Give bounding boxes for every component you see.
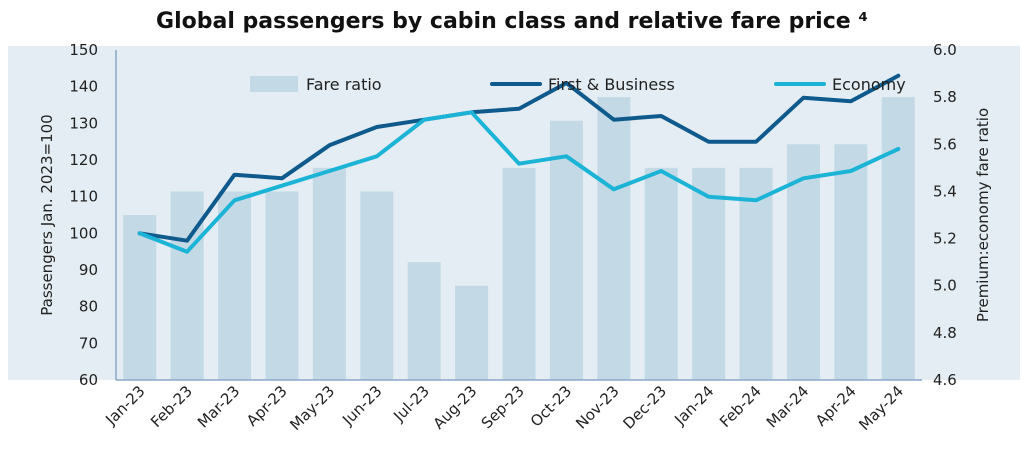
x-tick-label: Nov-23 — [572, 382, 622, 432]
right-tick-label: 4.8 — [933, 324, 957, 342]
left-tick-label: 140 — [69, 78, 98, 96]
left-tick-label: 130 — [69, 114, 98, 132]
left-tick-labels: 60 70 80 90 100 110 120 130 140 150 — [69, 41, 98, 389]
x-tick-label: Oct-23 — [527, 382, 575, 430]
legend-label: Economy — [832, 75, 906, 94]
x-tick-label: Jan-23 — [101, 382, 148, 429]
x-tick-label: May-23 — [286, 382, 338, 434]
right-tick-labels: 4.6 4.8 5.0 5.2 5.4 5.6 5.8 6.0 — [933, 41, 957, 389]
fare-ratio-bar-apr-23 — [265, 191, 299, 380]
x-tick-label: Apr-23 — [243, 382, 291, 430]
legend-label: First & Business — [548, 75, 675, 94]
x-tick-label: Dec-23 — [619, 382, 670, 433]
fare-ratio-bar-feb-23 — [170, 191, 204, 380]
y-axis-right-title: Premium:economy fare ratio — [974, 108, 992, 322]
right-tick-label: 5.2 — [933, 230, 957, 248]
fare-ratio-bar-dec-23 — [644, 167, 678, 380]
right-tick-label: 6.0 — [933, 41, 957, 59]
legend: Fare ratio First & Business Economy — [250, 75, 906, 94]
x-tick-label: Mar-24 — [763, 382, 812, 431]
x-tick-label: Jun-23 — [338, 382, 385, 429]
chart-title: Global passengers by cabin class and rel… — [156, 9, 868, 34]
fare-ratio-bar-mar-23 — [218, 191, 252, 380]
right-tick-label: 5.8 — [933, 88, 957, 106]
x-tick-label: Feb-23 — [147, 382, 196, 431]
left-tick-label: 100 — [69, 224, 98, 242]
fare-ratio-bar-jun-23 — [360, 191, 394, 380]
right-tick-label: 4.6 — [933, 371, 957, 389]
fare-ratio-bar-may-23 — [312, 167, 346, 380]
fare-ratio-bar-aug-23 — [455, 285, 489, 380]
fare-ratio-bar-jan-23 — [123, 215, 157, 380]
left-tick-label: 120 — [69, 151, 98, 169]
right-tick-label: 5.0 — [933, 277, 957, 295]
fare-ratio-bar-jul-23 — [407, 262, 441, 380]
y-axis-left-title: Passengers Jan. 2023=100 — [38, 114, 56, 315]
fare-ratio-bar-apr-24 — [834, 144, 868, 380]
left-tick-label: 150 — [69, 41, 98, 59]
left-tick-label: 110 — [69, 188, 98, 206]
x-tick-label: Apr-24 — [812, 382, 860, 430]
legend-swatch-fare-ratio — [250, 76, 298, 92]
x-tick-label: Feb-24 — [716, 382, 765, 431]
x-tick-label: Jan-24 — [670, 382, 717, 429]
line-series — [137, 73, 901, 254]
x-tick-label: Sep-23 — [478, 382, 528, 432]
fare-ratio-bar-nov-23 — [597, 97, 631, 381]
economy-line — [137, 110, 901, 254]
fare-ratio-bar-may-24 — [881, 97, 915, 381]
fare-ratio-bar-jan-24 — [692, 167, 726, 380]
x-tick-label: Jul-23 — [389, 382, 433, 426]
right-tick-label: 5.4 — [933, 182, 957, 200]
fare-ratio-bar-feb-24 — [739, 167, 773, 380]
fare-ratio-bar-sep-23 — [502, 167, 536, 380]
left-tick-label: 90 — [79, 261, 98, 279]
right-tick-label: 5.6 — [933, 135, 957, 153]
legend-label: Fare ratio — [306, 75, 382, 94]
left-tick-label: 60 — [79, 371, 98, 389]
left-tick-label: 70 — [79, 334, 98, 352]
x-tick-label: Mar-23 — [194, 382, 243, 431]
left-tick-label: 80 — [79, 298, 98, 316]
x-tick-label: Aug-23 — [430, 382, 481, 433]
first-business-line — [137, 73, 901, 243]
x-tick-label: May-24 — [855, 382, 907, 434]
